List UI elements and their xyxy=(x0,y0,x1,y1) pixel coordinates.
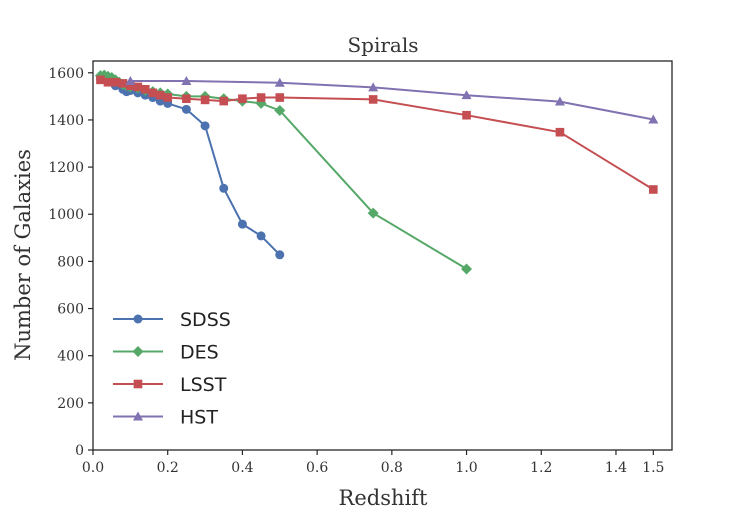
data-point-lsst xyxy=(182,94,191,104)
data-point-sdss xyxy=(219,183,229,193)
y-tick-label: 600 xyxy=(57,302,84,318)
data-point-lsst xyxy=(103,77,113,87)
data-point-hst xyxy=(648,114,659,124)
data-point-lsst xyxy=(148,88,158,98)
data-point-lsst xyxy=(155,90,165,100)
data-point-sdss xyxy=(181,104,191,114)
data-point-hst xyxy=(181,76,192,86)
legend-marker-hst xyxy=(133,411,143,421)
data-point-hst xyxy=(274,77,285,87)
data-point-lsst xyxy=(96,75,105,85)
data-point-sdss xyxy=(237,219,247,229)
x-tick-label: 0.0 xyxy=(82,460,104,476)
x-tick-label: 1.4 xyxy=(605,460,627,476)
data-point-hst xyxy=(368,82,379,92)
plot-frame xyxy=(92,60,673,451)
y-tick-label: 1400 xyxy=(48,113,84,129)
y-tick-label: 1000 xyxy=(48,207,84,223)
data-point-lsst xyxy=(133,82,143,92)
y-tick-label: 0 xyxy=(75,443,84,459)
legend-marker-lsst xyxy=(133,379,143,389)
legend-label-lsst: LSST xyxy=(180,374,227,396)
data-point-lsst xyxy=(275,93,285,102)
x-axis-label: Redshift xyxy=(339,486,428,510)
y-tick-label: 1600 xyxy=(48,66,84,82)
data-point-lsst xyxy=(140,84,150,94)
data-point-sdss xyxy=(256,231,266,241)
x-tick-label: 1.0 xyxy=(455,460,477,476)
y-tick-label: 1200 xyxy=(48,160,84,176)
series-hst xyxy=(125,76,659,124)
y-axis: 0 200 400 600 800 1000 1200 1400 1600 xyxy=(48,66,93,459)
legend-item-lsst: LSST xyxy=(113,374,227,396)
data-point-lsst xyxy=(118,79,128,88)
x-tick-label: 0.2 xyxy=(157,460,179,476)
chart-title: Spirals xyxy=(347,33,418,57)
legend-item-sdss: SDSS xyxy=(113,309,231,331)
data-point-sdss xyxy=(275,250,285,260)
data-point-hst xyxy=(461,90,472,100)
legend: SDSS DES LSST HST xyxy=(113,309,231,429)
data-point-lsst xyxy=(368,95,378,104)
legend-label-des: DES xyxy=(180,342,219,364)
data-point-lsst xyxy=(111,77,120,87)
data-point-hst xyxy=(125,76,136,86)
x-tick-label: 0.6 xyxy=(306,460,328,476)
series-lsst xyxy=(96,75,658,194)
plot-series xyxy=(94,69,659,275)
data-point-sdss xyxy=(200,121,210,131)
x-tick-label: 1.2 xyxy=(530,460,552,476)
legend-label-hst: HST xyxy=(180,407,218,429)
data-point-lsst xyxy=(126,81,135,91)
x-tick-label: 0.8 xyxy=(381,460,403,476)
data-point-des xyxy=(367,207,379,219)
x-axis: 0.0 0.2 0.4 0.6 0.8 1.0 1.2 1.4 1.5 xyxy=(82,450,664,476)
y-tick-label: 400 xyxy=(57,349,84,365)
data-point-lsst xyxy=(200,95,210,105)
y-tick-label: 200 xyxy=(57,396,84,412)
data-point-des xyxy=(274,105,286,117)
data-point-lsst xyxy=(649,185,658,194)
y-axis-label: Number of Galaxies xyxy=(11,149,35,361)
data-point-hst xyxy=(554,96,565,106)
x-tick-label: 0.4 xyxy=(231,460,253,476)
data-point-des xyxy=(461,263,473,275)
data-point-lsst xyxy=(238,94,247,104)
legend-label-sdss: SDSS xyxy=(180,309,231,331)
x-tick-label: 1.5 xyxy=(642,460,664,476)
data-point-lsst xyxy=(555,127,565,137)
y-tick-label: 800 xyxy=(57,254,84,270)
data-point-lsst xyxy=(256,93,266,102)
data-point-lsst xyxy=(462,110,471,120)
legend-marker-sdss xyxy=(133,314,143,324)
data-point-lsst xyxy=(219,96,229,106)
legend-marker-des xyxy=(132,346,144,357)
legend-item-hst: HST xyxy=(113,407,218,429)
data-point-lsst xyxy=(163,93,173,102)
legend-item-des: DES xyxy=(113,342,219,364)
